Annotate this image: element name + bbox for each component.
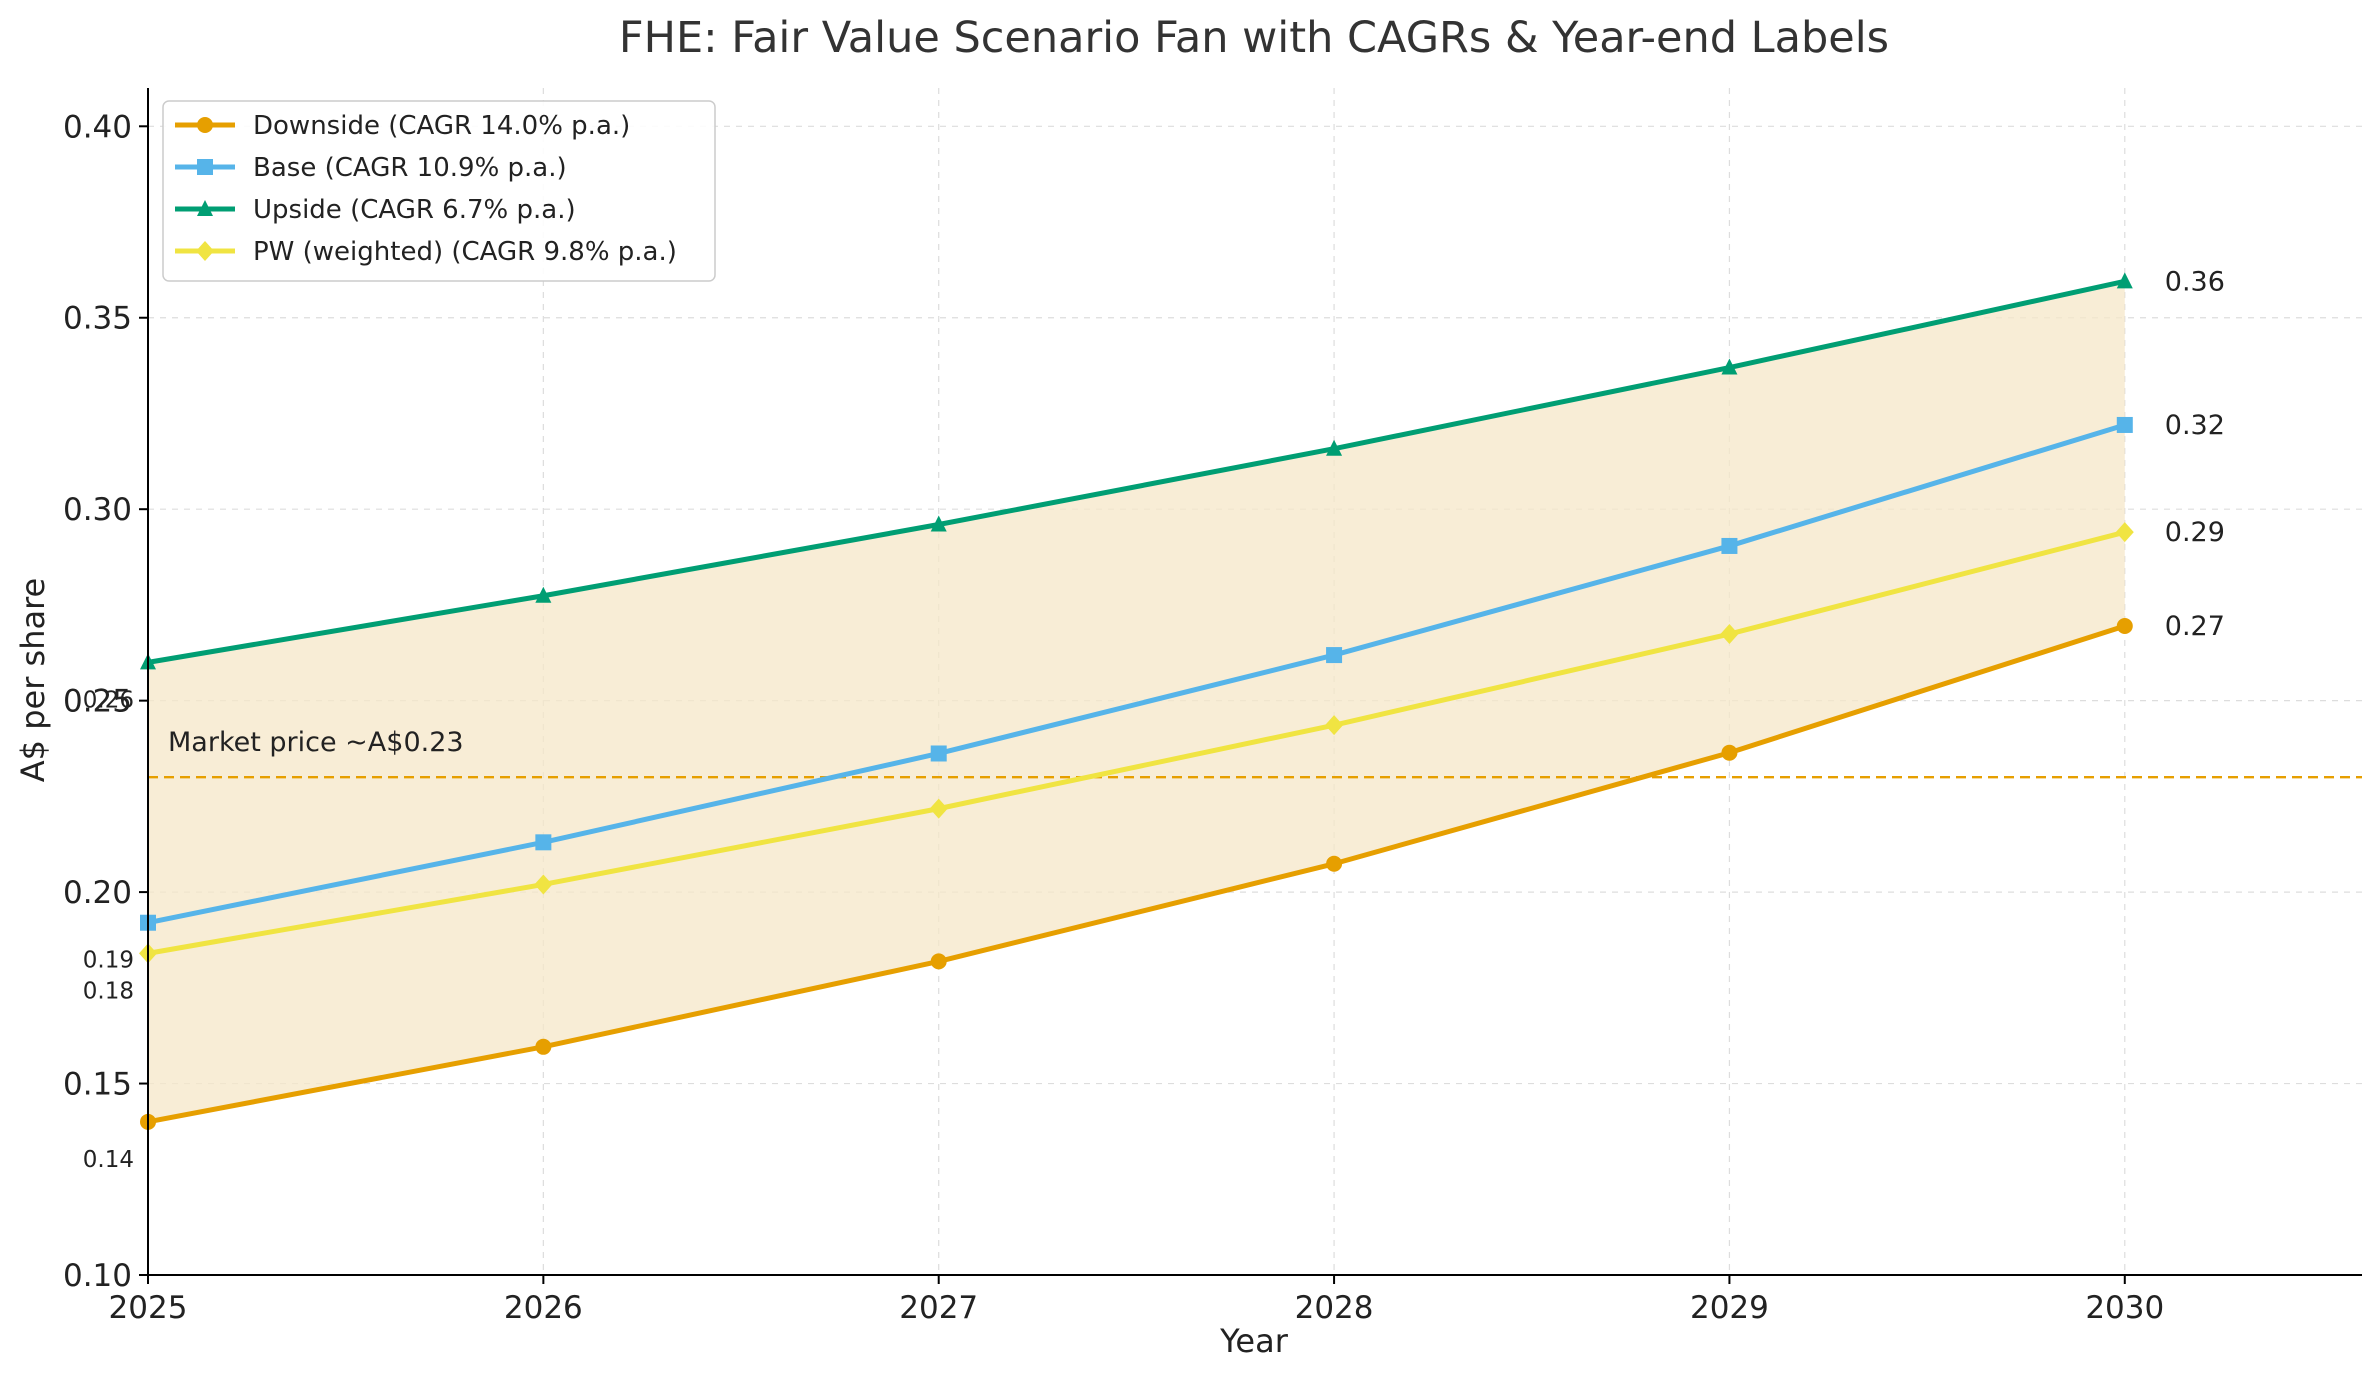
point-marker [1720, 624, 1739, 645]
legend-entry: PW (weighted) (CAGR 9.8% p.a.) [175, 237, 677, 267]
point-marker [1325, 715, 1344, 736]
series-1 [140, 416, 2133, 931]
end-value-label: 0.32 [2165, 410, 2225, 441]
axes: 0.10 0.15 0.20 0.25 0.30 0.35 0.40 2025 2026 2027… [63, 88, 2362, 1326]
point-marker [197, 200, 213, 216]
point-marker [535, 1038, 552, 1055]
y-tick-label: 0.35 [63, 301, 132, 337]
point-marker [2116, 617, 2133, 634]
y-axis-label: A$ per share [14, 578, 52, 782]
legend-box [162, 100, 716, 282]
legend-entry: Upside (CAGR 6.7% p.a.) [175, 195, 576, 225]
point-marker [2116, 272, 2133, 289]
y-tick-label: 0.15 [63, 1067, 132, 1103]
x-tick-label: 2029 [1690, 1290, 1769, 1326]
legend-label: PW (weighted) (CAGR 9.8% p.a.) [253, 237, 677, 267]
x-tick-label: 2027 [899, 1290, 978, 1326]
point-marker [535, 586, 552, 603]
x-tick-label: 2030 [2085, 1290, 2164, 1326]
point-marker [1721, 744, 1738, 761]
chart-title: FHE: Fair Value Scenario Fan with CAGRs … [619, 13, 1889, 63]
fan-band [148, 281, 2125, 1122]
end-value-label: 0.27 [2165, 611, 2225, 642]
end-value-label: 0.29 [2165, 517, 2225, 548]
y-tick-label: 0.40 [63, 109, 132, 145]
series-line [147, 529, 2126, 956]
point-marker [2115, 522, 2134, 543]
start-value-label: 0.19 [83, 948, 134, 974]
y-tick-label: 0.25 [63, 684, 132, 720]
series-line [147, 422, 2126, 926]
series-0 [140, 617, 2133, 1130]
legend-entry: Base (CAGR 10.9% p.a.) [175, 153, 567, 183]
x-tick-label: 2026 [504, 1290, 583, 1326]
point-marker [930, 953, 947, 970]
point-marker [535, 834, 552, 851]
market-price-reference: Market price ~A$0.23 [148, 727, 2362, 779]
x-axis-label: Year [1219, 1322, 1289, 1360]
series-line [147, 278, 2126, 665]
legend-label: Upside (CAGR 6.7% p.a.) [253, 195, 576, 225]
legend-entry: Downside (CAGR 14.0% p.a.) [175, 111, 630, 141]
point-marker [930, 515, 947, 532]
x-tick-label: 2028 [1295, 1290, 1374, 1326]
series-2 [140, 272, 2133, 670]
start-value-label: 0.18 [83, 978, 134, 1004]
point-marker [196, 241, 214, 261]
point-marker [929, 798, 948, 819]
point-marker [1721, 358, 1738, 375]
point-marker [1326, 855, 1343, 872]
series-line [147, 623, 2126, 1125]
x-tick-label: 2025 [109, 1290, 188, 1326]
scenario-band [148, 281, 2125, 1122]
point-marker [1721, 537, 1738, 554]
legend-label: Base (CAGR 10.9% p.a.) [253, 153, 567, 183]
point-marker [1326, 647, 1343, 664]
point-marker [197, 117, 213, 133]
end-value-label: 0.36 [2165, 266, 2225, 297]
start-value-label: 0.26 [83, 687, 134, 713]
point-marker [534, 874, 553, 895]
y-tick-label: 0.20 [63, 875, 132, 911]
point-marker [197, 159, 213, 175]
legend-label: Downside (CAGR 14.0% p.a.) [253, 111, 630, 141]
y-tick-label: 0.10 [63, 1258, 132, 1294]
series-lines [139, 272, 2134, 1130]
point-marker [1326, 439, 1343, 456]
legend: Downside (CAGR 14.0% p.a.) Base (CAGR 10.… [162, 100, 716, 282]
series-3 [139, 522, 2134, 964]
point-marker [2116, 416, 2133, 433]
y-tick-label: 0.30 [63, 492, 132, 528]
market-price-label: Market price ~A$0.23 [168, 727, 464, 758]
data-labels: 0.27 0.14 0.32 0.19 0.36 0.26 0.29 0.18 [83, 266, 2225, 1172]
start-value-label: 0.14 [83, 1147, 134, 1173]
point-marker [930, 745, 947, 762]
